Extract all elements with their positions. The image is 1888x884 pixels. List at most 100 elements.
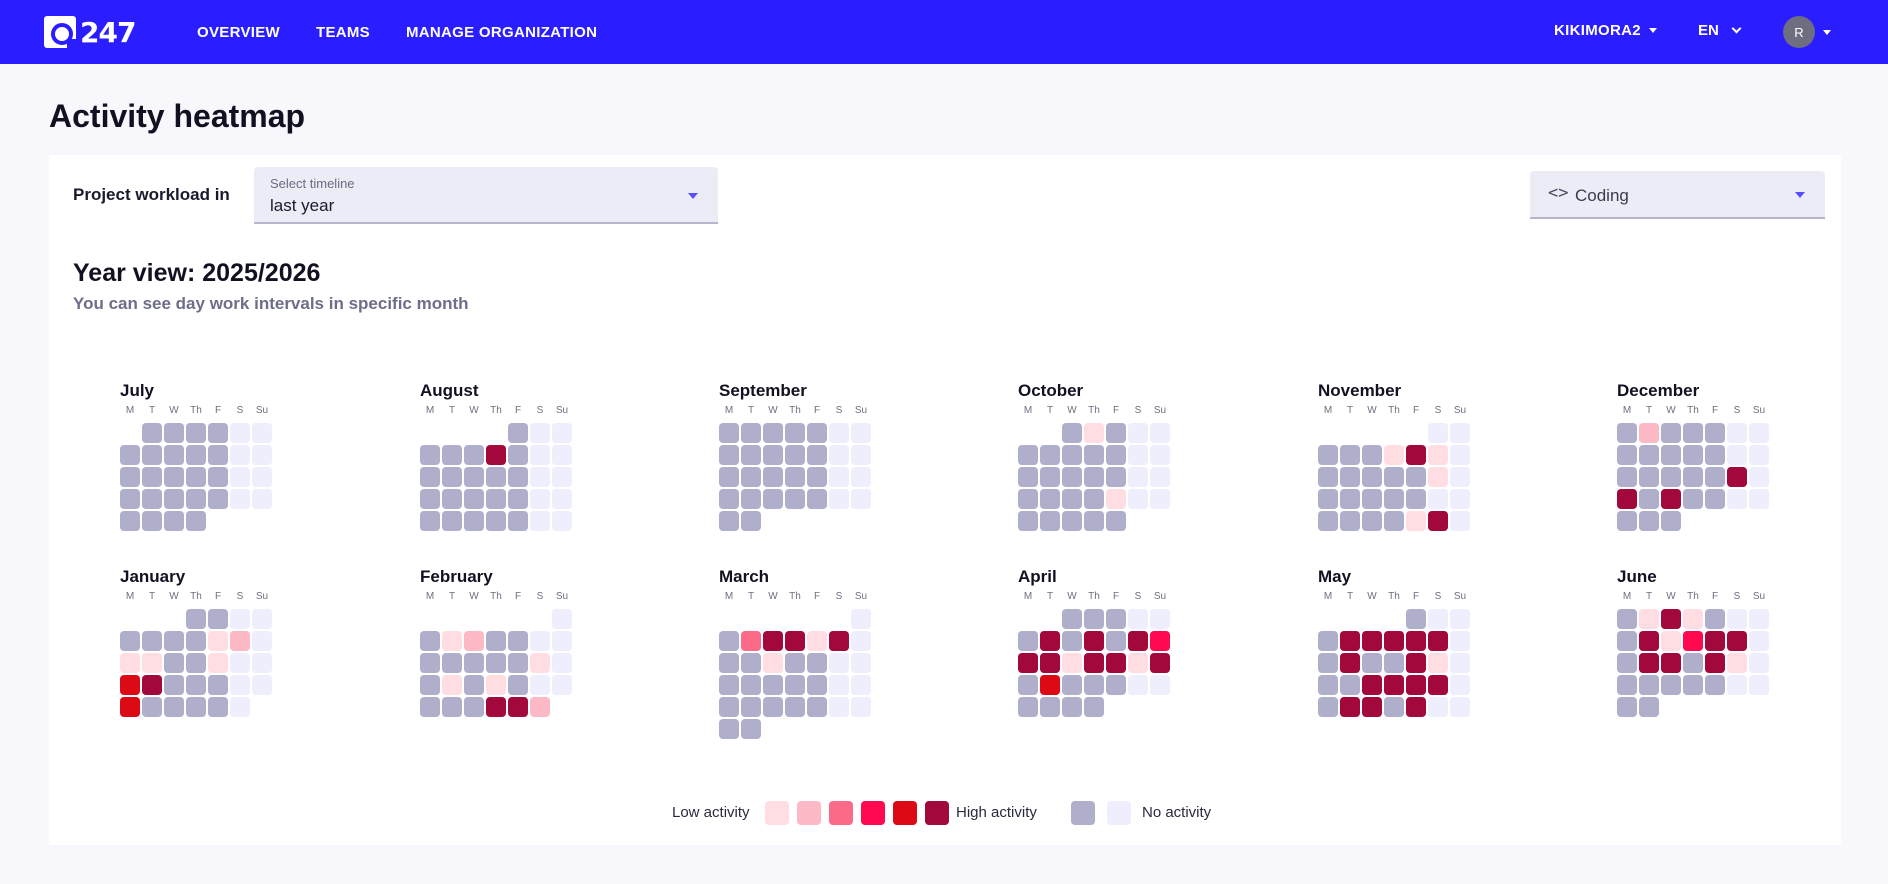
day-cell[interactable] [1106,489,1126,509]
day-cell[interactable] [1362,445,1382,465]
day-cell[interactable] [1040,631,1060,651]
day-cell[interactable] [1128,609,1148,629]
day-cell[interactable] [1617,423,1637,443]
day-cell[interactable] [530,511,550,531]
day-cell[interactable] [1128,675,1148,695]
day-cell[interactable] [741,423,761,443]
day-cell[interactable] [1617,489,1637,509]
day-cell[interactable] [420,653,440,673]
day-cell[interactable] [1128,445,1148,465]
day-cell[interactable] [1406,631,1426,651]
day-cell[interactable] [442,445,462,465]
day-cell[interactable] [142,697,162,717]
day-cell[interactable] [1384,511,1404,531]
day-cell[interactable] [785,653,805,673]
day-cell[interactable] [1661,675,1681,695]
day-cell[interactable] [508,445,528,465]
day-cell[interactable] [1639,511,1659,531]
day-cell[interactable] [763,445,783,465]
day-cell[interactable] [1406,697,1426,717]
day-cell[interactable] [252,423,272,443]
day-cell[interactable] [1018,511,1038,531]
day-cell[interactable] [1084,653,1104,673]
day-cell[interactable] [785,675,805,695]
day-cell[interactable] [1727,489,1747,509]
day-cell[interactable] [464,631,484,651]
day-cell[interactable] [120,445,140,465]
day-cell[interactable] [1318,631,1338,651]
day-cell[interactable] [1362,631,1382,651]
day-cell[interactable] [1040,511,1060,531]
day-cell[interactable] [1727,609,1747,629]
day-cell[interactable] [230,489,250,509]
day-cell[interactable] [464,489,484,509]
day-cell[interactable] [442,467,462,487]
day-cell[interactable] [1683,467,1703,487]
day-cell[interactable] [464,675,484,695]
day-cell[interactable] [1128,489,1148,509]
day-cell[interactable] [208,445,228,465]
day-cell[interactable] [829,653,849,673]
day-cell[interactable] [186,631,206,651]
user-menu[interactable]: R [1783,16,1831,48]
day-cell[interactable] [530,675,550,695]
day-cell[interactable] [1727,445,1747,465]
day-cell[interactable] [741,675,761,695]
day-cell[interactable] [1705,489,1725,509]
day-cell[interactable] [120,697,140,717]
day-cell[interactable] [1406,467,1426,487]
day-cell[interactable] [1062,511,1082,531]
day-cell[interactable] [230,609,250,629]
day-cell[interactable] [1384,631,1404,651]
day-cell[interactable] [1406,511,1426,531]
day-cell[interactable] [719,631,739,651]
day-cell[interactable] [208,467,228,487]
day-cell[interactable] [1749,423,1769,443]
day-cell[interactable] [164,467,184,487]
day-cell[interactable] [1018,697,1038,717]
day-cell[interactable] [1450,511,1470,531]
day-cell[interactable] [1617,631,1637,651]
day-cell[interactable] [1639,423,1659,443]
day-cell[interactable] [851,675,871,695]
day-cell[interactable] [1084,489,1104,509]
day-cell[interactable] [164,511,184,531]
day-cell[interactable] [807,445,827,465]
day-cell[interactable] [252,489,272,509]
day-cell[interactable] [486,445,506,465]
day-cell[interactable] [807,489,827,509]
day-cell[interactable] [829,697,849,717]
day-cell[interactable] [552,675,572,695]
day-cell[interactable] [1150,445,1170,465]
day-cell[interactable] [1062,467,1082,487]
day-cell[interactable] [1661,489,1681,509]
day-cell[interactable] [252,675,272,695]
day-cell[interactable] [552,631,572,651]
day-cell[interactable] [1428,489,1448,509]
day-cell[interactable] [1450,653,1470,673]
day-cell[interactable] [719,511,739,531]
day-cell[interactable] [186,653,206,673]
day-cell[interactable] [763,489,783,509]
day-cell[interactable] [1018,675,1038,695]
day-cell[interactable] [1106,675,1126,695]
day-cell[interactable] [1428,697,1448,717]
day-cell[interactable] [1617,609,1637,629]
day-cell[interactable] [252,445,272,465]
day-cell[interactable] [829,489,849,509]
day-cell[interactable] [164,445,184,465]
day-cell[interactable] [1384,653,1404,673]
day-cell[interactable] [1450,467,1470,487]
day-cell[interactable] [486,675,506,695]
day-cell[interactable] [1683,445,1703,465]
day-cell[interactable] [142,467,162,487]
activity-type-select[interactable]: <> Coding [1530,171,1825,219]
day-cell[interactable] [1705,675,1725,695]
day-cell[interactable] [208,631,228,651]
day-cell[interactable] [1450,423,1470,443]
day-cell[interactable] [1450,675,1470,695]
day-cell[interactable] [208,675,228,695]
day-cell[interactable] [763,467,783,487]
day-cell[interactable] [1617,697,1637,717]
day-cell[interactable] [1428,675,1448,695]
